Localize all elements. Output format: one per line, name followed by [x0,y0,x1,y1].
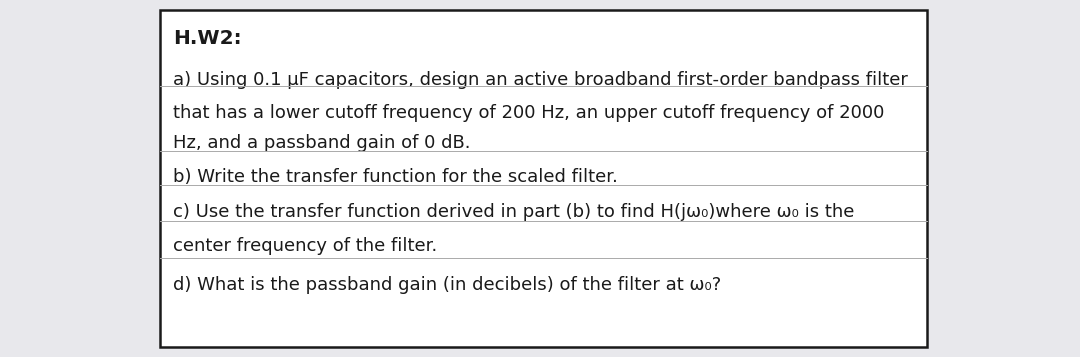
Text: b) Write the transfer function for the scaled filter.: b) Write the transfer function for the s… [173,168,618,186]
Text: a) Using 0.1 μF capacitors, design an active broadband first-order bandpass filt: a) Using 0.1 μF capacitors, design an ac… [173,71,907,89]
Text: H.W2:: H.W2: [173,29,242,47]
Text: d) What is the passband gain (in decibels) of the filter at ω₀?: d) What is the passband gain (in decibel… [173,276,721,293]
Text: that has a lower cutoff frequency of 200 Hz, an upper cutoff frequency of 2000: that has a lower cutoff frequency of 200… [173,104,885,121]
Text: center frequency of the filter.: center frequency of the filter. [173,237,437,255]
Text: Hz, and a passband gain of 0 dB.: Hz, and a passband gain of 0 dB. [173,134,470,152]
Text: c) Use the transfer function derived in part (b) to find H(jω₀)where ω₀ is the: c) Use the transfer function derived in … [173,203,854,221]
